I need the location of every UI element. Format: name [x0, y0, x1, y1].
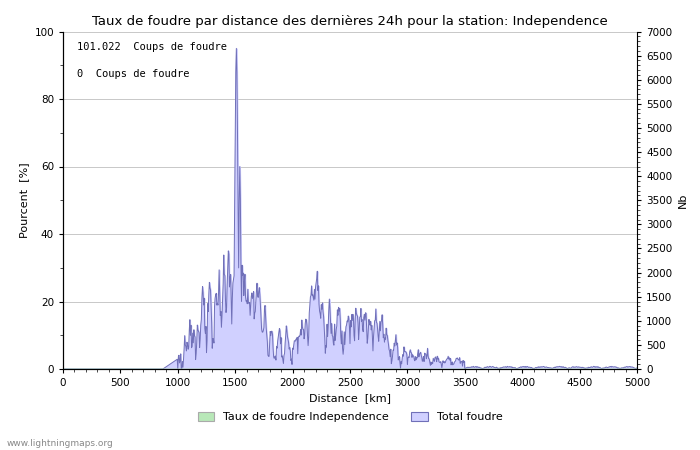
Legend: Taux de foudre Independence, Total foudre: Taux de foudre Independence, Total foudr…: [193, 407, 507, 427]
Y-axis label: Pourcent  [%]: Pourcent [%]: [19, 162, 29, 238]
Y-axis label: Nb: Nb: [678, 193, 688, 208]
X-axis label: Distance  [km]: Distance [km]: [309, 394, 391, 404]
Text: 101.022  Coups de foudre: 101.022 Coups de foudre: [77, 42, 228, 52]
Text: 0  Coups de foudre: 0 Coups de foudre: [77, 68, 190, 79]
Text: www.lightningmaps.org: www.lightningmaps.org: [7, 439, 113, 448]
Title: Taux de foudre par distance des dernières 24h pour la station: Independence: Taux de foudre par distance des dernière…: [92, 14, 608, 27]
